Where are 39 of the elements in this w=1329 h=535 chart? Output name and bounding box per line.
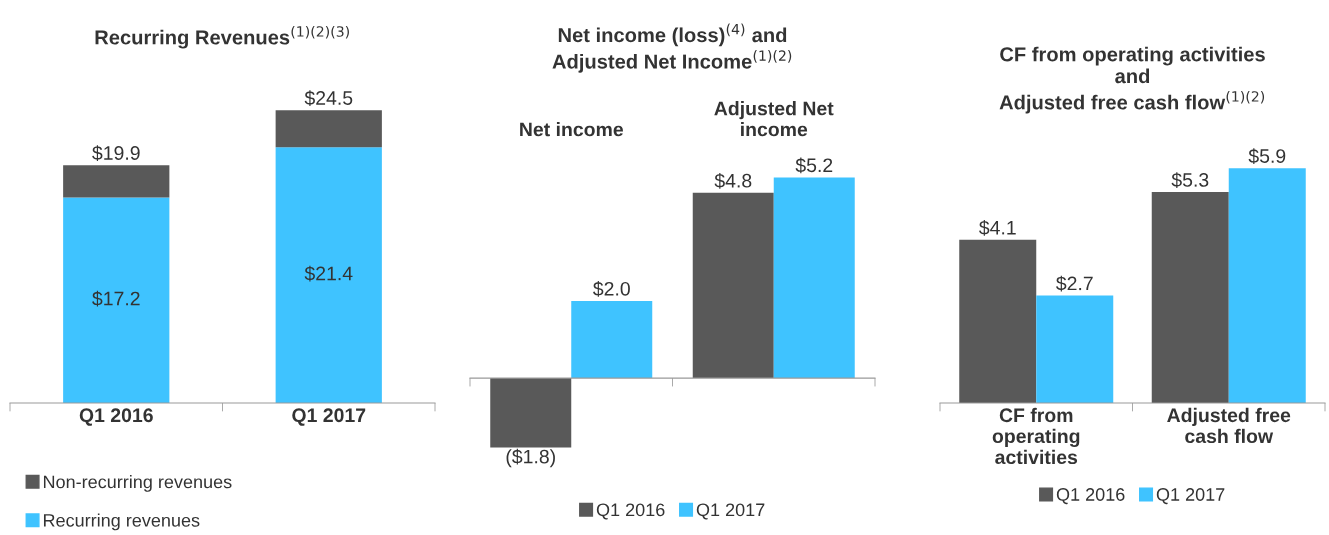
x-tick-label: Q1 2017 [292,408,366,426]
legend-label: Q1 2016 [596,503,665,520]
total-label: $24.5 [304,90,353,107]
bar [275,110,382,148]
data-label: ($1.8) [506,448,555,468]
data-label: $2.7 [1056,275,1093,292]
bar [1036,295,1114,403]
bar [490,378,572,448]
data-label: $5.9 [1248,148,1286,165]
legend-label: Non-recurring revenues [43,475,232,492]
x-tick-label: Adjusted Net income [714,101,834,137]
data-label: $5.2 [795,157,833,174]
bar [63,165,170,198]
chart-title: Net income (loss)$^{(4)}$ and Adjusted Net Income$^{(1)(2)}$ [552,23,792,73]
data-label: $5.3 [1171,172,1209,188]
legend-label: Recurring revenues [43,513,200,531]
chart-title: CF from operating activities and Adjusted free cash flow$^{(1)(2)}$ [999,46,1265,114]
data-label: $17.2 [92,290,140,307]
data-label: $4.1 [979,219,1016,236]
data-label: $2.0 [593,281,630,297]
bar [959,239,1037,403]
bar [773,177,855,379]
bar [63,197,170,403]
chart-title: Recurring Revenues$^{(1)(2)(3)}$ [95,25,349,49]
x-tick-label: Adjusted free cash flow [1167,407,1291,444]
legend-label: Q1 2017 [1156,488,1225,505]
legend-label: Q1 2016 [1056,488,1125,505]
bar [692,192,774,379]
x-tick-label: CF from operating activities [992,407,1080,465]
bar [571,300,653,379]
data-label: $4.8 [714,173,752,189]
bar [1228,168,1306,403]
total-label: $19.9 [92,145,140,162]
legend-label: Q1 2017 [696,503,765,520]
data-label: $21.4 [304,265,353,282]
x-tick-label: Net income [520,122,623,137]
bar [1151,192,1229,403]
bar [275,147,382,403]
x-tick-label: Q1 2016 [79,408,153,426]
